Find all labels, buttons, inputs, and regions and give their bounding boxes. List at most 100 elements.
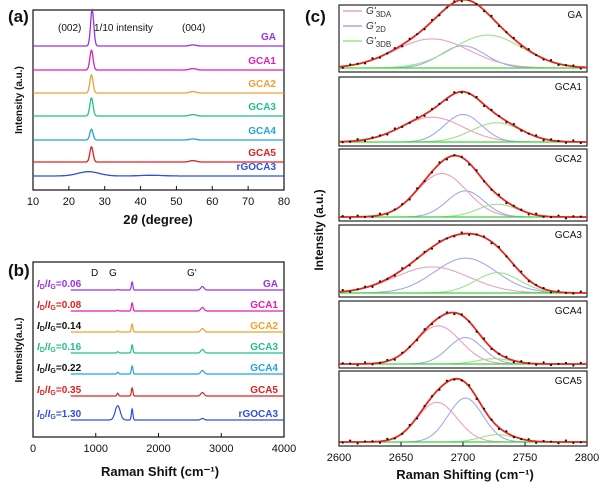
panel-c-raw-point-GCA2	[460, 155, 463, 158]
panel-c-legend-entry-1: G'2D	[366, 21, 386, 34]
panel-c-raw-point-GA	[430, 18, 434, 21]
panel-c-raw-point-GCA3	[378, 280, 382, 283]
panel-c-raw-point-GCA2	[527, 213, 530, 216]
panel-c-raw-point-GCA4	[549, 363, 553, 367]
panel-c-raw-point-GCA1	[423, 114, 426, 117]
panel-c-raw-point-GA	[408, 37, 411, 40]
panel-c-raw-point-GCA5	[378, 441, 382, 444]
panel-b-ratio-GCA3: ID/IG=0.16	[37, 342, 82, 354]
panel-c-component-GCA1-2	[339, 122, 587, 143]
panel-b-x-ticks: 0 1000 2000 3000 4000	[30, 433, 296, 455]
panel-c-raw-point-GCA3	[475, 233, 478, 236]
ratio-value: =0.35	[56, 385, 82, 396]
panel-c-raw-point-GCA1	[549, 138, 553, 141]
panel-c-raw-point-GCA4	[356, 364, 359, 367]
panel-c-raw-point-GCA3	[520, 270, 523, 273]
panel-c-raw-point-GCA3	[505, 255, 508, 258]
panel-c-raw-point-GCA1	[356, 138, 359, 141]
panel-c-raw-point-GCA2	[445, 158, 448, 161]
panel-a-x-tick-label: 60	[206, 196, 218, 208]
ratio-sub-D: D	[40, 368, 45, 375]
panel-c-raw-point-GA	[453, 0, 456, 3]
panel-c-raw-point-GCA2	[430, 171, 434, 174]
panel-c-series-group: GA GCA1 GCA2 GCA3 GCA4 GCA5	[338, 0, 587, 445]
panel-c-raw-point-GCA4	[430, 322, 434, 326]
panel-c-raw-point-GCA2	[497, 193, 501, 196]
panel-c-fit-GCA5	[339, 377, 587, 443]
panel-c-raw-point-GA	[549, 58, 553, 62]
panel-c-raw-point-GCA5	[453, 378, 456, 381]
panel-c-raw-point-GA	[341, 66, 344, 69]
panel-c-raw-point-GA	[572, 64, 575, 67]
ratio-I2: I	[48, 279, 51, 290]
panel-c-raw-point-GCA4	[475, 330, 478, 333]
panel-c-raw-point-GCA4	[401, 351, 404, 354]
ratio-sub-D: D	[40, 326, 45, 333]
ratio-I: I	[37, 409, 40, 420]
panel-c-component-GCA2-1	[339, 190, 587, 218]
panel-c-raw-point-GCA5	[579, 441, 582, 444]
panel-c-raw-point-GCA3	[535, 283, 538, 287]
panel-b-ratio-rGOCA3: ID/IG=1.30	[37, 409, 82, 421]
panel-a-series-GA	[33, 8, 284, 47]
ratio-I2: I	[48, 342, 51, 353]
panel-c-raw-point-GCA4	[371, 363, 374, 366]
panel-c-raw-point-GCA3	[564, 291, 568, 295]
ratio-value: =0.08	[56, 300, 82, 311]
panel-c-raw-point-GCA5	[445, 379, 448, 382]
panel-a-x-axis-label-unit: (degree)	[138, 212, 193, 227]
panel-a-series-GCA2	[33, 74, 284, 94]
panel-c-raw-point-GCA3	[363, 285, 367, 288]
panel-c-raw-point-GCA2	[572, 215, 575, 218]
panel-c-component-GCA3-0	[338, 266, 587, 294]
panel-c-raw-point-GCA2	[475, 169, 478, 172]
panel-c-raw-point-GCA5	[557, 442, 560, 445]
panel-b-annotation-G: G	[109, 268, 117, 279]
panel-c-raw-point-GCA5	[423, 404, 426, 408]
panel-c-raw-point-GA	[535, 53, 538, 57]
panel-c-raw-point-GCA5	[386, 437, 389, 440]
ratio-sub-G: G	[50, 390, 56, 397]
panel-b-label: (b)	[8, 261, 30, 280]
panel-c-raw-point-GCA1	[371, 136, 374, 139]
ratio-sub-G: G	[50, 347, 56, 354]
panel-c-raw-point-GCA5	[468, 384, 471, 387]
panel-c-raw-point-GCA1	[512, 122, 515, 126]
panel-c-raw-point-GCA5	[416, 417, 419, 420]
panel-c-x-tick-label: 2600	[327, 452, 351, 464]
panel-c-raw-point-GCA1	[363, 139, 367, 143]
panel-b-x-tick-label: 4000	[272, 443, 296, 455]
panel-c-component-GCA4-1	[339, 336, 587, 365]
ratio-I: I	[37, 363, 40, 374]
panel-a-legend-rGOCA3: rGOCA3	[237, 162, 277, 173]
panel-a-legend-GCA1: GCA1	[248, 56, 276, 67]
panel-b-x-tick-label: 3000	[209, 443, 233, 455]
panel-b-annotation-D: D	[91, 268, 98, 279]
panel-c-raw-point-GCA1	[386, 133, 389, 136]
panel-b-series-GCA3	[70, 343, 284, 354]
panel-c-raw-point-GCA4	[423, 328, 426, 331]
panel-c-raw-point-GCA4	[520, 360, 523, 363]
panel-b-y-axis-label: Intensity(a.u.)	[14, 317, 25, 382]
panel-c-fit-GCA2	[339, 154, 587, 218]
panel-c-raw-point-GCA1	[572, 139, 575, 142]
panel-c-raw-point-GCA3	[579, 290, 582, 293]
panel-c-subplot-title-GCA1: GCA1	[555, 82, 583, 93]
panel-c-raw-point-GCA4	[378, 361, 382, 365]
panel-c-raw-point-GCA3	[416, 257, 419, 260]
panel-c-raw-point-GCA2	[557, 214, 560, 217]
panel-b-x-axis-label: Raman Shift (cm⁻¹)	[101, 464, 219, 479]
panel-c-label: (c)	[305, 7, 326, 26]
panel-c-raw-point-GCA1	[520, 129, 523, 132]
panel-c-raw-point-GCA2	[453, 154, 456, 157]
ratio-I: I	[37, 321, 40, 332]
legend-entry-main: G'	[366, 21, 377, 32]
legend-entry-sub: 3DB	[376, 40, 392, 49]
panel-c-raw-point-GA	[497, 24, 501, 28]
panel-c-raw-point-GCA1	[564, 141, 568, 144]
panel-c-raw-point-GCA3	[490, 242, 493, 245]
panel-c-raw-point-GCA4	[512, 360, 515, 364]
panel-a-series-group: GA GCA1 GCA2 GCA3 GCA4 GCA5 rGOCA3	[33, 8, 284, 177]
